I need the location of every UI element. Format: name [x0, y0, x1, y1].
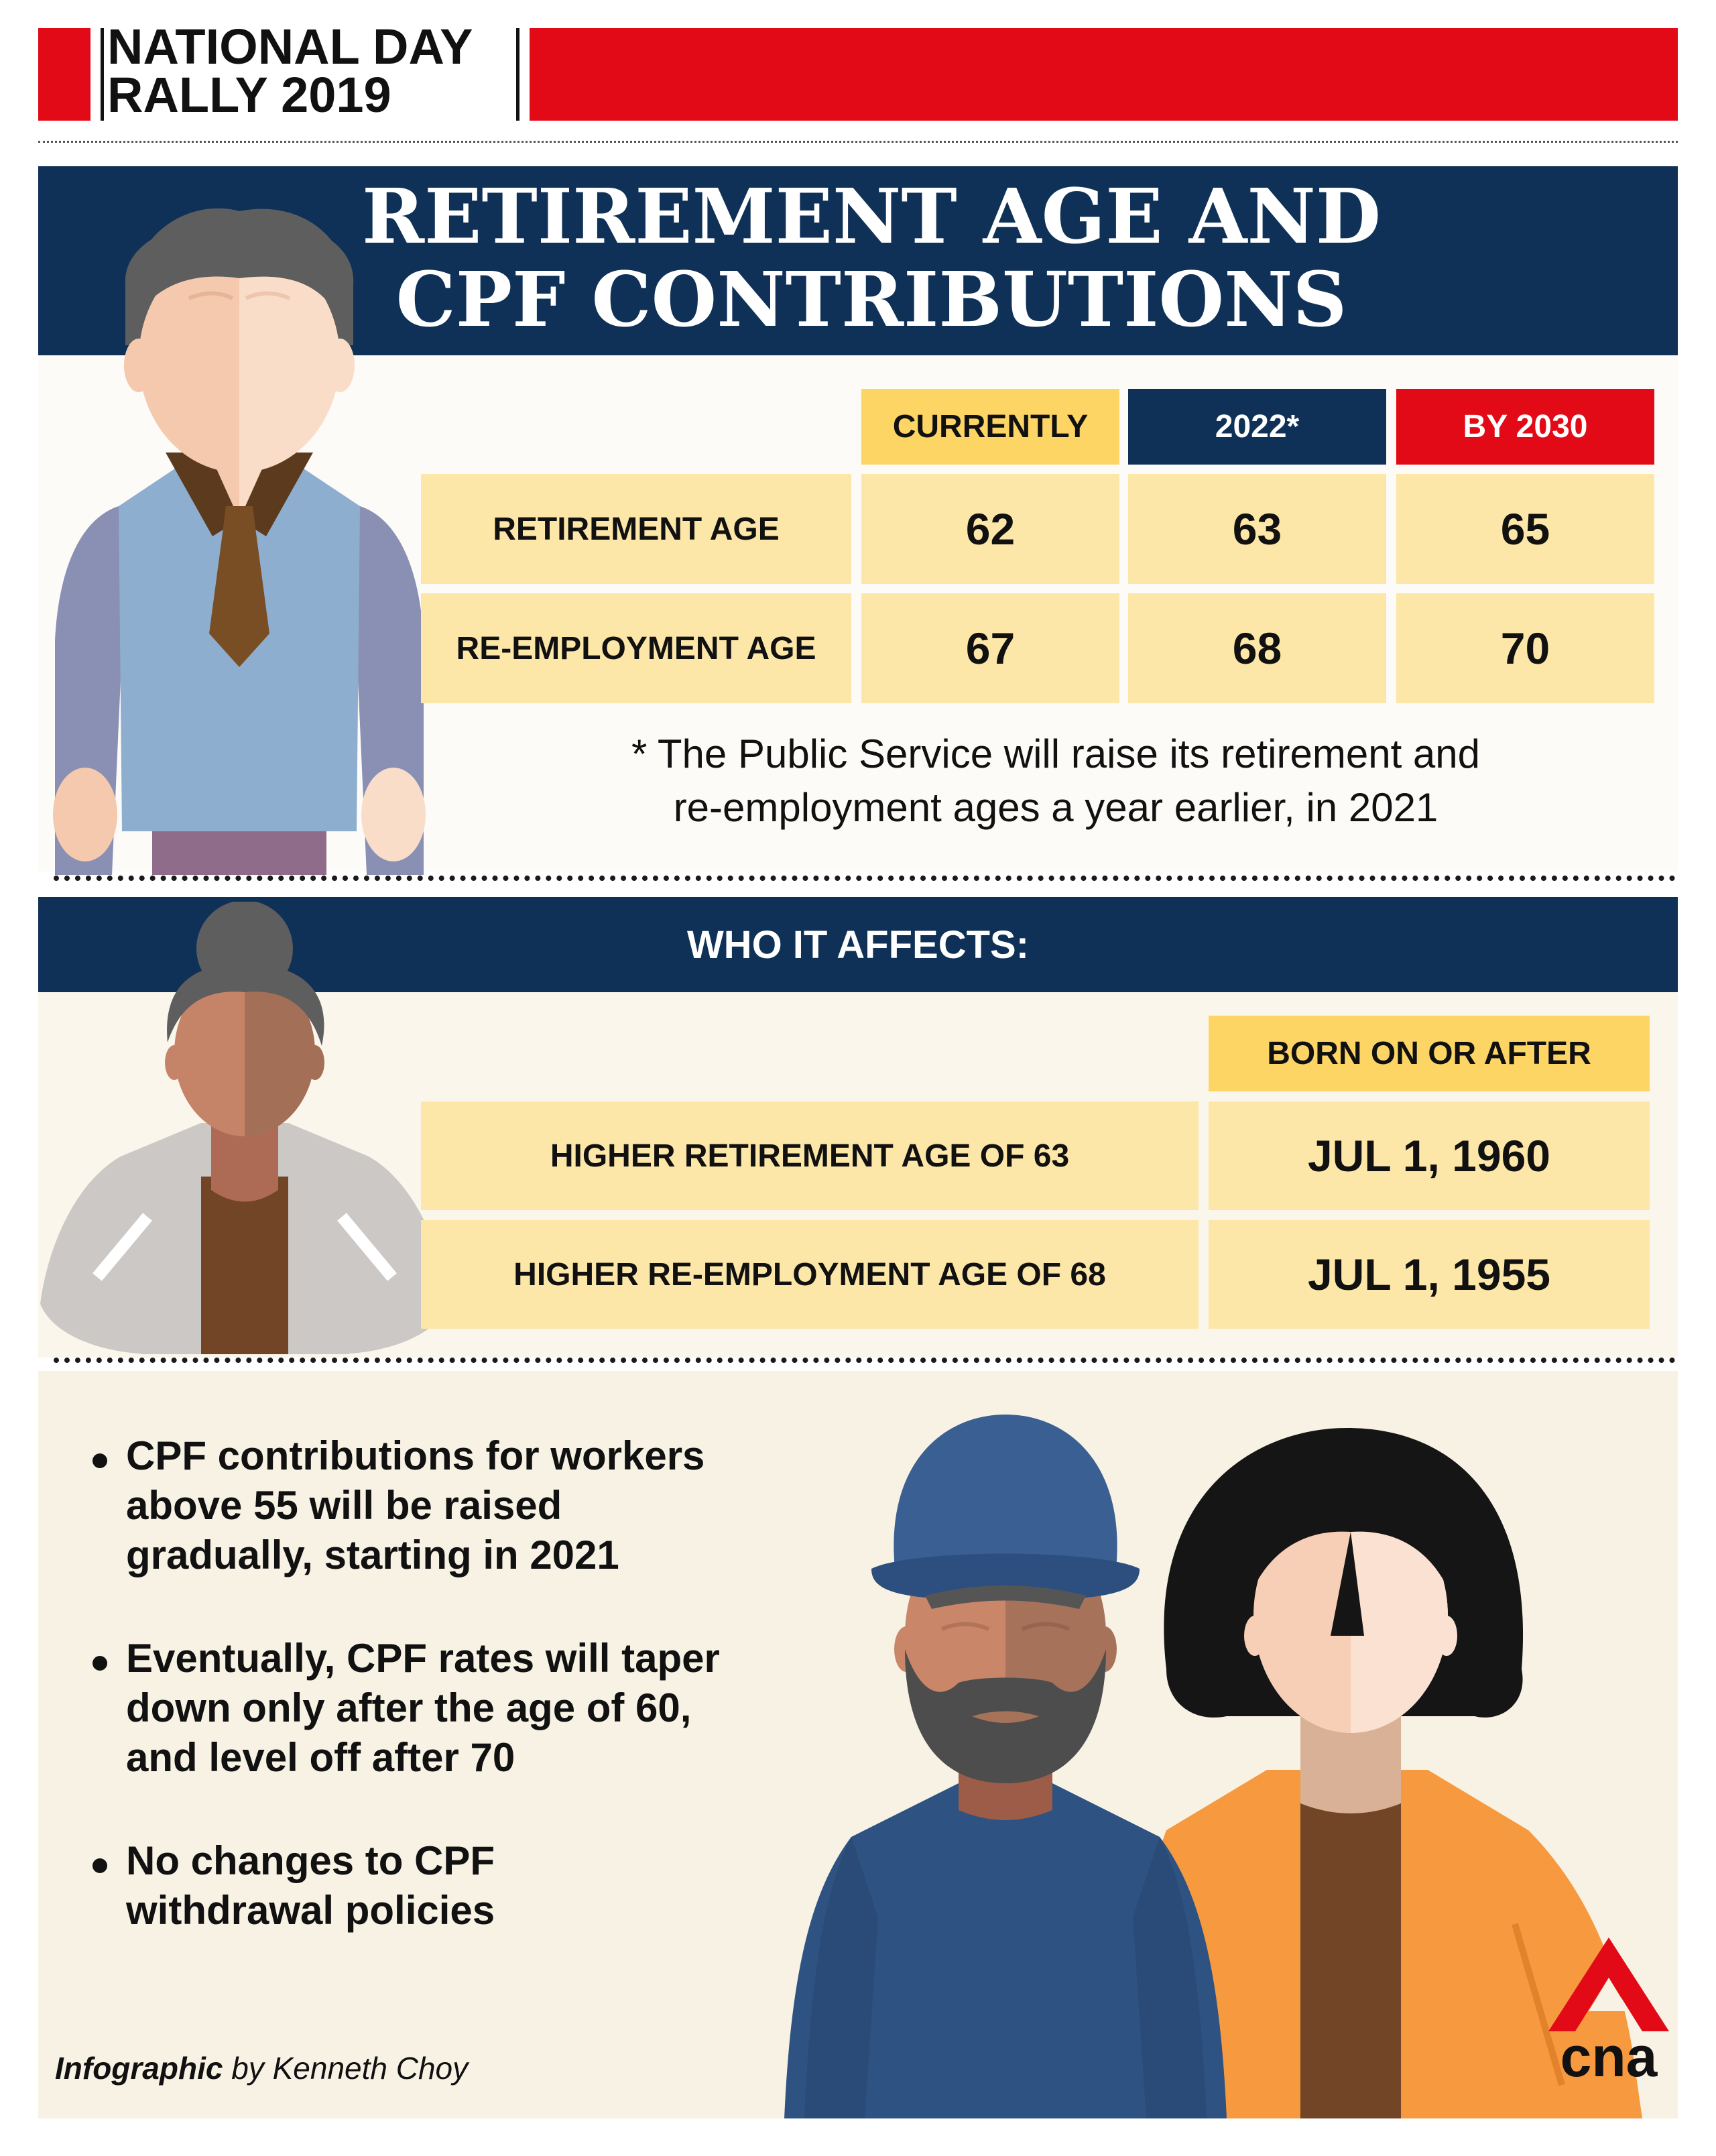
bullet-1-line2: above 55 will be raised: [126, 1483, 562, 1528]
event-title-line1: NATIONAL DAY: [107, 19, 473, 74]
man-in-vest-illustration: [53, 208, 426, 875]
who-it-affects-heading: WHO IT AFFECTS:: [686, 922, 1030, 967]
header-dotted-divider: [38, 141, 1678, 143]
bullet-1-line1: CPF contributions for workers: [126, 1433, 705, 1478]
header-divider-right: [516, 28, 519, 121]
bullet-point-2: [93, 1656, 107, 1671]
bullet-cpf-rates-taper: Eventually, CPF rates will taper down on…: [126, 1634, 863, 1783]
col-header-born-on-or-after: BORN ON OR AFTER: [1209, 1016, 1650, 1091]
event-title: NATIONAL DAY RALLY 2019: [107, 19, 509, 123]
bullet-point-3: [93, 1858, 107, 1873]
bullet-no-withdrawal-changes: No changes to CPF withdrawal policies: [126, 1836, 863, 1935]
woman-with-bun-illustration: [40, 902, 449, 1354]
page-title: RETIREMENT AGE AND CPF CONTRIBUTIONS: [268, 176, 1475, 342]
col-header-2022: 2022*: [1128, 389, 1386, 465]
who-it-affects-banner: [38, 897, 1678, 992]
retirement-age-2022: 63: [1128, 474, 1386, 584]
section1-dotted-divider: [54, 876, 1676, 881]
credit-author: by Kenneth Choy: [231, 2051, 469, 2086]
section2-dotted-divider: [54, 1358, 1676, 1363]
header-red-bar: [530, 28, 1678, 121]
woman-orange-jacket-illustration: [1126, 1428, 1642, 2118]
col-header-currently: CURRENTLY: [861, 389, 1119, 465]
page-title-line2: CPF CONTRIBUTIONS: [395, 256, 1347, 344]
re-employment-age-currently: 67: [861, 593, 1119, 703]
bullet-point-1: [93, 1453, 107, 1468]
header-red-block-left: [38, 28, 90, 121]
row-label-re-employment-age: RE-EMPLOYMENT AGE: [421, 593, 851, 703]
cna-logo-mark-icon: [1548, 1937, 1669, 2031]
credit-label: Infographic: [55, 2051, 223, 2086]
man-with-cap-illustration: [784, 1415, 1227, 2118]
bullet-cpf-contributions: CPF contributions for workers above 55 w…: [126, 1431, 863, 1580]
row-label-retirement-age: RETIREMENT AGE: [421, 474, 851, 584]
infographic-credit: Infographic by Kenneth Choy: [55, 2050, 468, 2086]
retirement-age-2030: 65: [1396, 474, 1654, 584]
re-employment-age-2030: 70: [1396, 593, 1654, 703]
cna-logo-text: cna: [1560, 2025, 1658, 2088]
bullet-1-line3: gradually, starting in 2021: [126, 1533, 619, 1577]
header-divider-left: [101, 28, 104, 121]
bullet-3-line1: No changes to CPF: [126, 1838, 495, 1883]
bullet-3-line2: withdrawal policies: [126, 1888, 495, 1933]
re-employment-age-2022: 68: [1128, 593, 1386, 703]
footnote-line2: re-employment ages a year earlier, in 20…: [673, 785, 1438, 830]
footnote-line1: * The Public Service will raise its reti…: [631, 731, 1481, 776]
event-title-line2: RALLY 2019: [107, 67, 391, 123]
born-after-re-employment-date: JUL 1, 1955: [1209, 1220, 1650, 1329]
bullet-2-line3: and level off after 70: [126, 1735, 515, 1780]
row-label-higher-retirement-age: HIGHER RETIREMENT AGE OF 63: [421, 1101, 1199, 1210]
born-after-retirement-date: JUL 1, 1960: [1209, 1101, 1650, 1210]
col-header-by-2030: BY 2030: [1396, 389, 1654, 465]
page-title-line1: RETIREMENT AGE AND: [362, 173, 1381, 261]
public-service-footnote: * The Public Service will raise its reti…: [469, 727, 1642, 835]
bullet-2-line1: Eventually, CPF rates will taper: [126, 1636, 720, 1681]
cna-logo: cna: [1542, 1931, 1676, 2098]
bullet-2-line2: down only after the age of 60,: [126, 1685, 692, 1730]
row-label-higher-re-employment-age: HIGHER RE-EMPLOYMENT AGE OF 68: [421, 1220, 1199, 1329]
retirement-age-currently: 62: [861, 474, 1119, 584]
